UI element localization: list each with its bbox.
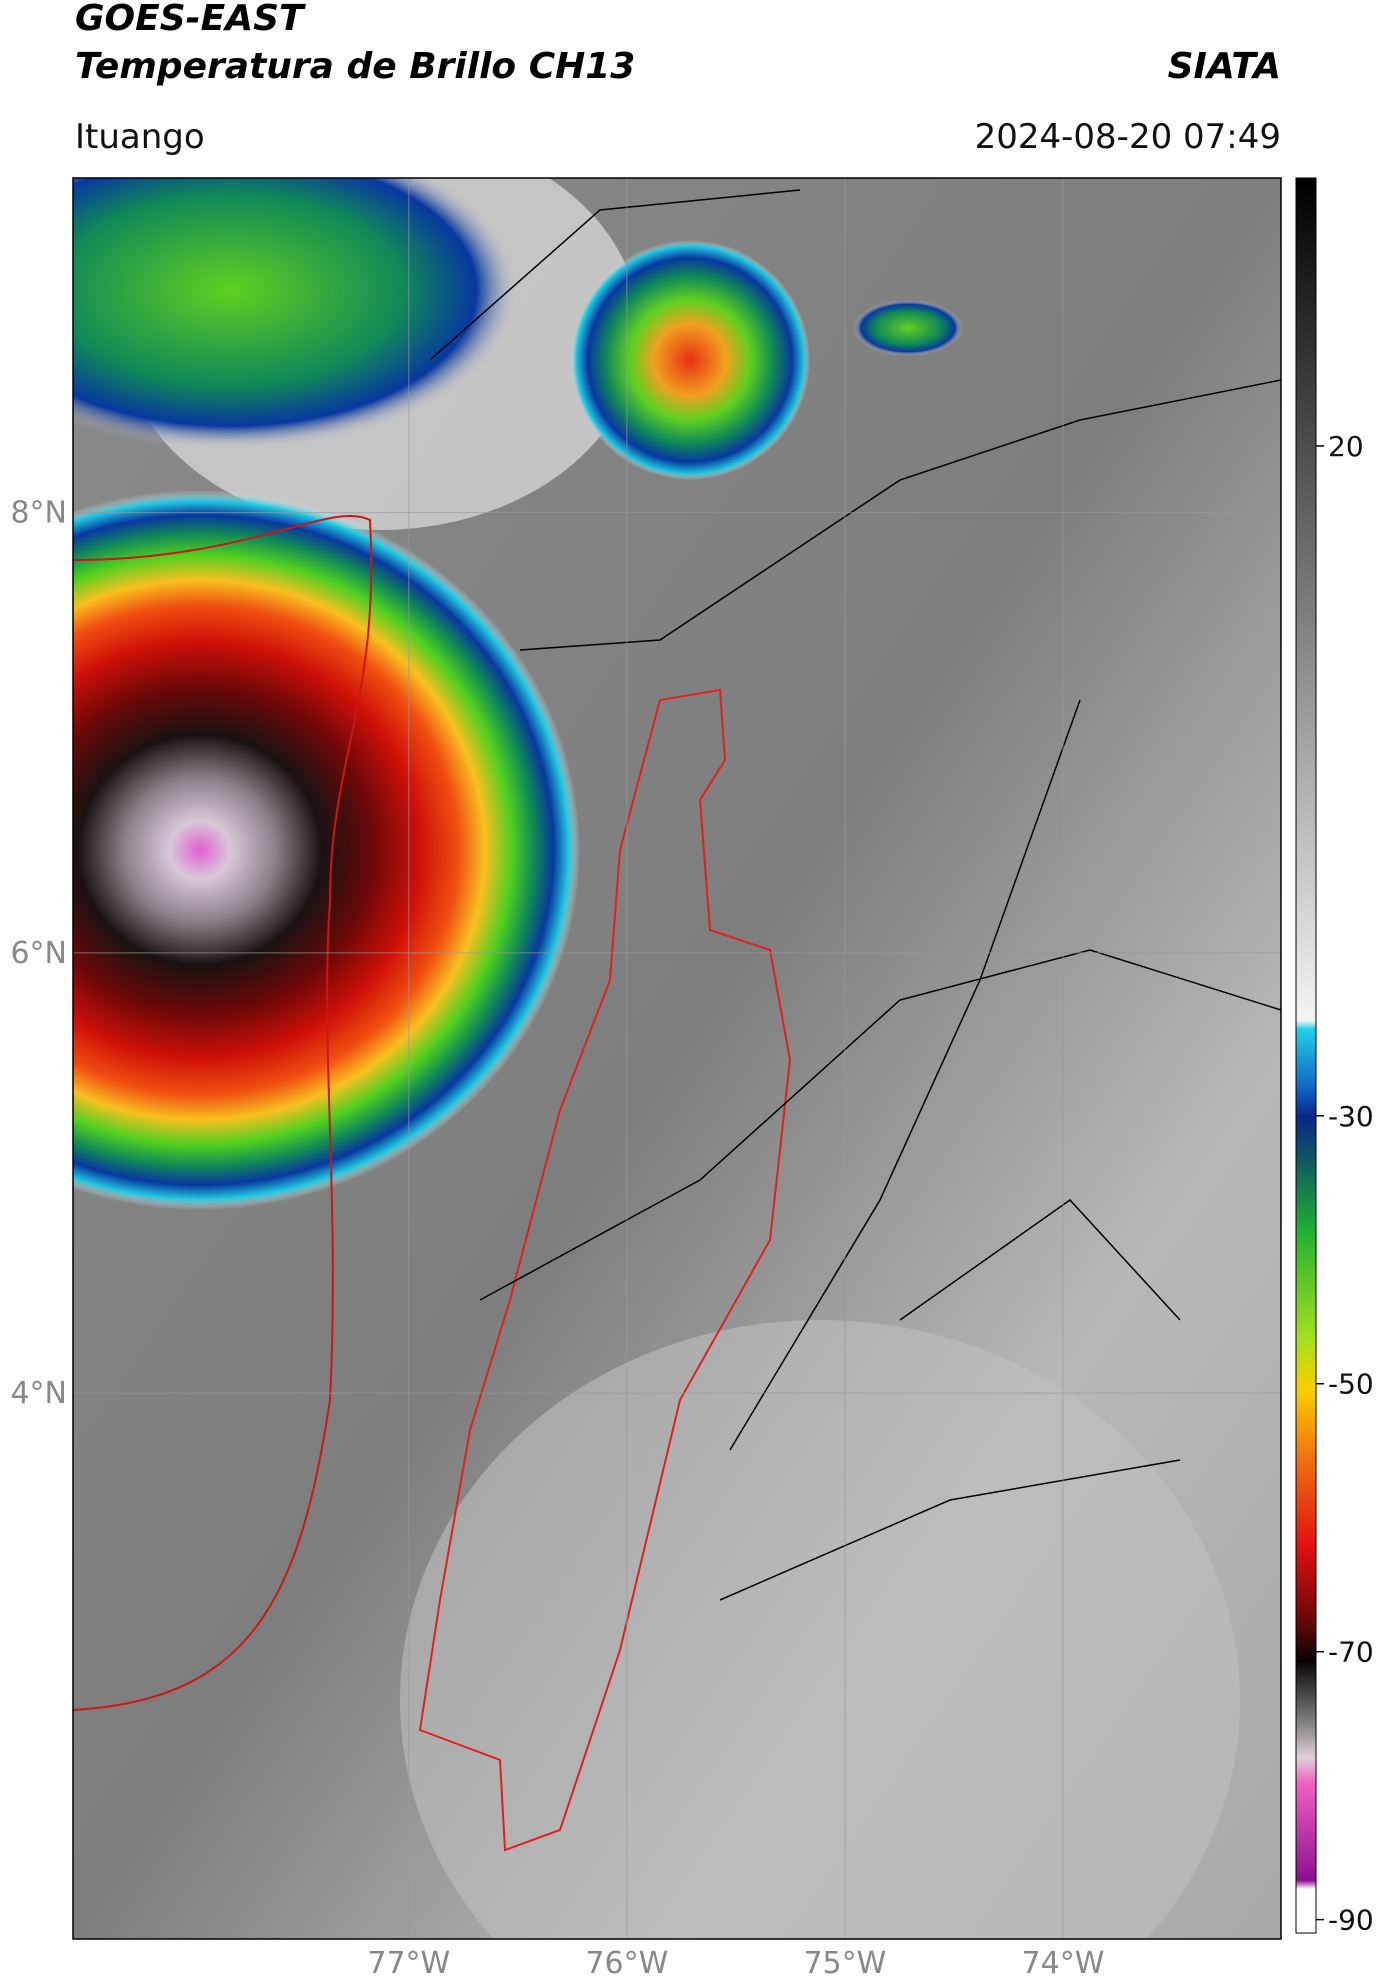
colorbar-label: -30 [1328,1100,1374,1133]
colorbar-label: -50 [1328,1368,1374,1401]
storm [570,240,810,480]
brand: SIATA [1168,46,1281,87]
colorbar-label: -70 [1328,1636,1374,1669]
title: GOES-EAST [75,0,306,39]
region-border [418,688,792,1852]
colorbar [1295,177,1317,1934]
storm [853,300,963,356]
datetime: 2024-08-20 07:49 [975,117,1281,157]
lon-label: 77°W [367,1946,450,1981]
storm [73,178,520,450]
lat-label: 8°N [10,496,67,531]
coastline [73,515,373,1711]
cloud [400,1320,1240,1939]
map-frame [72,177,1282,1940]
borders [429,189,1281,1601]
map [73,178,1281,1939]
lat-label: 6°N [10,936,67,971]
lon-label: 76°W [585,1946,668,1981]
colorbar-label: -90 [1328,1904,1374,1937]
title: Temperatura de Brillo CH13 [75,46,635,87]
location: Ituango [75,117,205,157]
lat-label: 4°N [10,1376,67,1411]
storm [73,490,580,1210]
lon-label: 74°W [1022,1946,1105,1981]
lon-label: 75°W [803,1946,886,1981]
colorbar-label: 20 [1328,430,1364,463]
